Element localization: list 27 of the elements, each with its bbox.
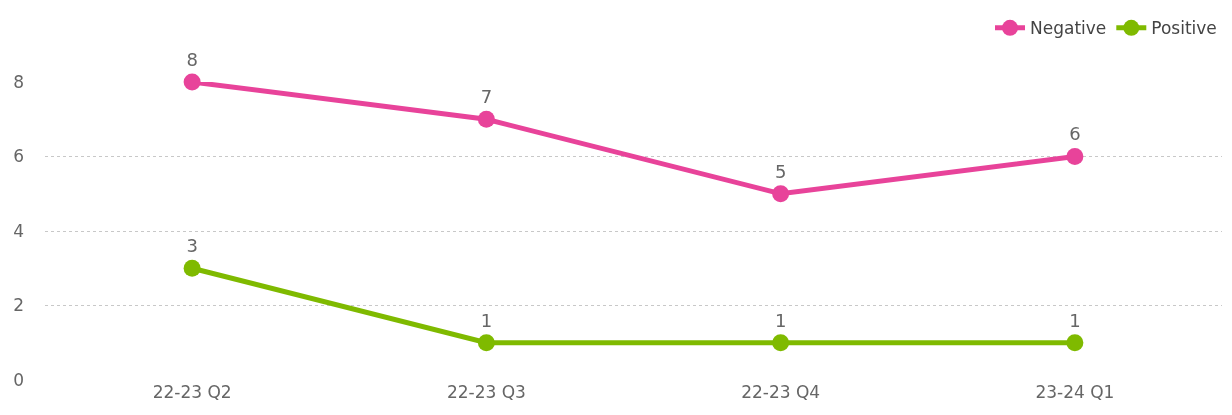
x-tick-label: 22-23 Q2 xyxy=(152,382,232,402)
data-label: 3 xyxy=(186,235,198,257)
point xyxy=(772,334,790,352)
point xyxy=(772,185,790,203)
x-tick-label: 22-23 Q4 xyxy=(741,382,821,402)
legend-label: Negative xyxy=(1030,18,1107,39)
y-tick-label: 0 xyxy=(13,369,24,390)
x-tick-label: 22-23 Q3 xyxy=(446,382,526,402)
y-tick-label: 8 xyxy=(13,71,24,92)
point xyxy=(477,110,495,128)
data-label: 1 xyxy=(480,309,493,331)
y-tick-label: 6 xyxy=(13,146,24,167)
point xyxy=(183,259,201,277)
point xyxy=(477,334,495,352)
data-label: 1 xyxy=(1069,309,1081,331)
legend-label: Positive xyxy=(1151,18,1217,39)
data-label: 8 xyxy=(186,48,198,70)
data-label: 6 xyxy=(1069,123,1081,145)
data-label: 7 xyxy=(480,86,493,108)
y-tick-label: 4 xyxy=(13,220,24,241)
point xyxy=(183,73,201,91)
point xyxy=(1066,148,1084,165)
y-tick-label: 2 xyxy=(13,295,24,316)
point xyxy=(1066,334,1084,352)
data-label: 1 xyxy=(774,309,787,331)
data-label: 5 xyxy=(774,160,787,182)
x-tick-label: 23-24 Q1 xyxy=(1035,382,1115,402)
